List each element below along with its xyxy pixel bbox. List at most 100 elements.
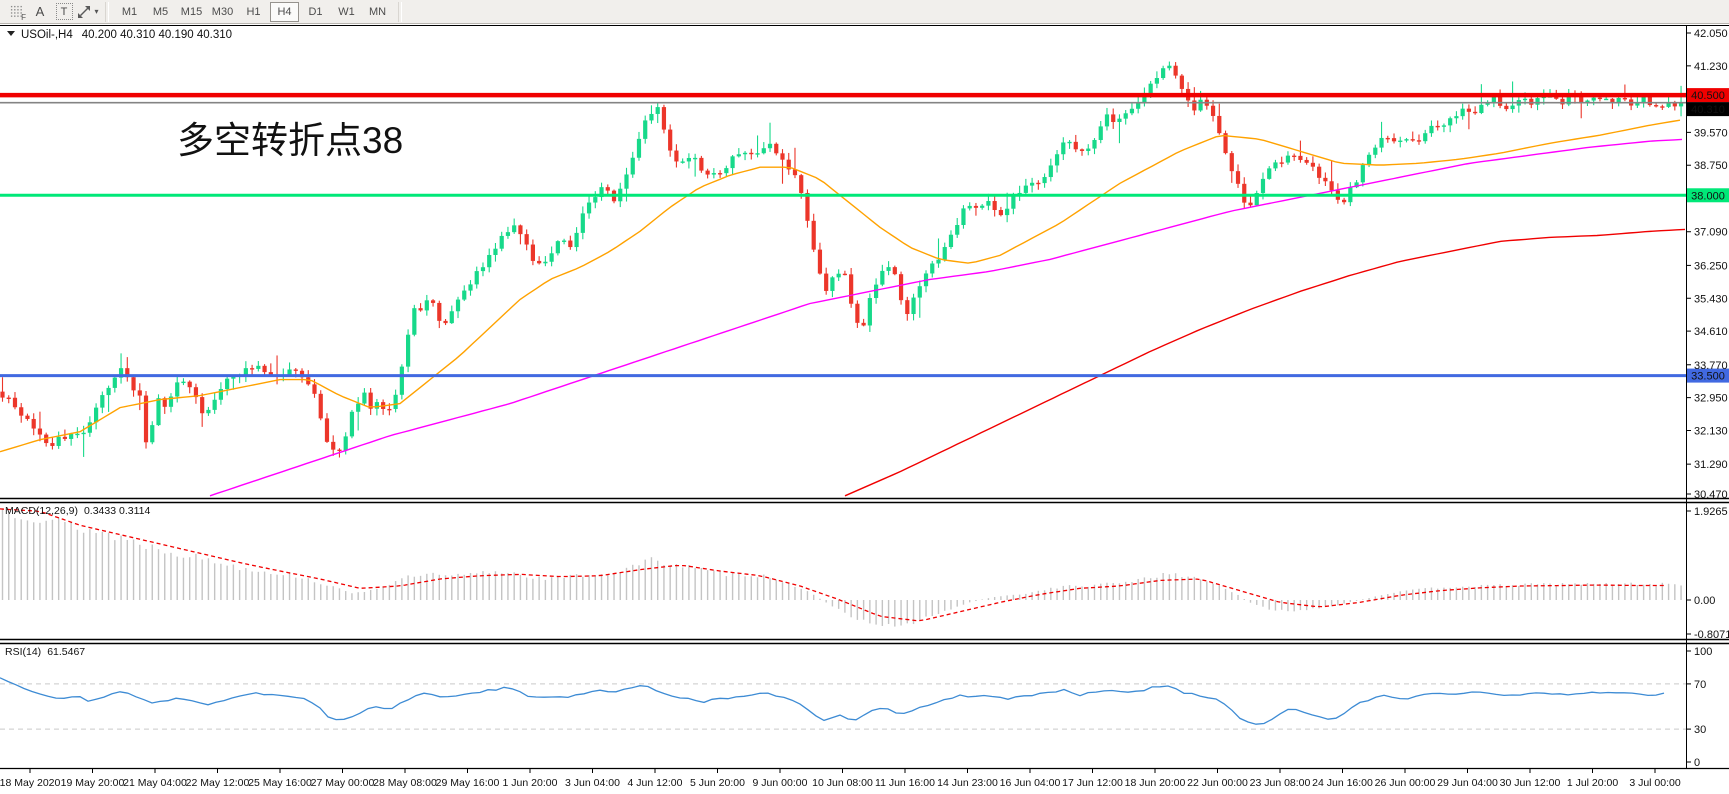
price-tags: 40.500 40.310 38.000 33.500 xyxy=(1687,88,1729,383)
font-tool-icon[interactable]: F xyxy=(5,2,27,22)
annotation-text[interactable]: 多空转折点38 xyxy=(177,120,403,161)
rsi-tick-label: 30 xyxy=(1694,724,1706,736)
time-tick-label: 18 Jun 20:00 xyxy=(1125,777,1186,789)
timeframe-D1[interactable]: D1 xyxy=(308,5,323,18)
horizontal-lines[interactable] xyxy=(0,92,1686,378)
price-tick-label: 34.610 xyxy=(1694,326,1728,338)
price-tick-label: 37.090 xyxy=(1694,227,1728,239)
price-tick-label: 31.290 xyxy=(1694,459,1728,471)
price-tick-label: 35.430 xyxy=(1694,293,1728,305)
time-tick-label: 26 Jun 00:00 xyxy=(1375,777,1436,789)
rsi-name: RSI(14) xyxy=(5,646,41,658)
ma-fast-orange xyxy=(0,119,1681,453)
time-tick-label: 22 May 12:00 xyxy=(186,777,250,789)
font-tool-label: F xyxy=(21,12,26,22)
rsi-value: 61.5467 xyxy=(47,646,85,658)
price-tick-label: 30.470 xyxy=(1694,489,1728,501)
timeframe-M1[interactable]: M1 xyxy=(121,5,138,18)
time-tick-label: 17 Jun 12:00 xyxy=(1062,777,1123,789)
macd-tick-label: 0.00 xyxy=(1694,595,1715,607)
chart-header: USOil-,H4 40.200 40.310 40.190 40.310 xyxy=(21,29,232,41)
rsi-indicator-label: RSI(14) 61.5467 xyxy=(5,646,85,658)
time-tick-label: 16 Jun 04:00 xyxy=(1000,777,1061,789)
macd-axis: 1.9265 0.00 -0.8071 xyxy=(1686,506,1729,641)
time-tick-label: 9 Jun 00:00 xyxy=(753,777,808,789)
panel-borders xyxy=(0,25,1729,770)
price-tag: 40.310 xyxy=(1691,104,1725,116)
rsi-line xyxy=(0,677,1665,725)
timeframe-button-group: M1 M5 M15 M30 H1 H4 D1 W1 MN xyxy=(114,1,393,22)
text-annotation-tool[interactable]: A xyxy=(29,2,51,22)
time-tick-label: 5 Jun 20:00 xyxy=(690,777,745,789)
symbol-dropdown-icon[interactable] xyxy=(7,31,15,36)
price-tick-label: 39.570 xyxy=(1694,127,1728,139)
ohlc-values: 40.200 40.310 40.190 40.310 xyxy=(82,29,232,41)
time-tick-label: 18 May 2020 xyxy=(0,777,61,789)
price-tick-label: 32.130 xyxy=(1694,425,1728,437)
arrows-tool[interactable]: ▾ xyxy=(77,2,99,22)
time-tick-label: 23 Jun 08:00 xyxy=(1250,777,1311,789)
time-tick-label: 19 May 20:00 xyxy=(61,777,125,789)
timeframe-W1[interactable]: W1 xyxy=(338,5,355,18)
toolbar-separator xyxy=(398,1,402,22)
price-tick-label: 32.950 xyxy=(1694,393,1728,405)
price-tag: 33.500 xyxy=(1691,371,1725,383)
time-tick-label: 25 May 16:00 xyxy=(248,777,312,789)
rsi-tick-label: 70 xyxy=(1694,679,1706,691)
letter-a-icon: A xyxy=(35,4,45,19)
time-tick-label: 4 Jun 12:00 xyxy=(628,777,683,789)
time-tick-label: 11 Jun 16:00 xyxy=(875,777,935,789)
timeframe-H1[interactable]: H1 xyxy=(246,5,261,18)
toolbar-separator xyxy=(105,1,109,22)
timeframe-M5[interactable]: M5 xyxy=(152,5,169,18)
arrows-icon xyxy=(78,5,91,18)
macd-name: MACD(12,26,9) xyxy=(5,505,78,517)
toolbar: F A T ▾ M1 M5 M15 M30 H1 H4 D1 W1 MN xyxy=(0,0,1729,24)
macd-histogram xyxy=(1,508,1682,627)
macd-values: 0.3433 0.3114 xyxy=(84,505,151,517)
time-tick-label: 3 Jun 04:00 xyxy=(565,777,620,789)
time-tick-label: 21 May 04:00 xyxy=(123,777,187,789)
ma-mid-magenta xyxy=(209,138,1683,497)
chevron-down-icon: ▾ xyxy=(94,7,99,16)
candlesticks xyxy=(0,61,1684,458)
price-tick-label: 38.750 xyxy=(1694,160,1728,172)
timeframe-M30[interactable]: M30 xyxy=(211,5,234,18)
time-tick-label: 1 Jul 20:00 xyxy=(1567,777,1619,789)
price-axis: 42.050 41.230 39.570 38.750 37.090 36.250 35.4… xyxy=(1686,28,1728,501)
rsi-axis: 100 70 30 0 xyxy=(1686,646,1712,769)
timeframe-MN[interactable]: MN xyxy=(368,5,387,18)
price-tag: 40.500 xyxy=(1691,90,1725,102)
symbol-label: USOil-,H4 xyxy=(21,29,73,41)
price-tick-label: 41.230 xyxy=(1694,61,1728,73)
chart-area[interactable]: 40.500 40.310 38.000 33.500 42.050 41.230 39.5… xyxy=(0,24,1729,794)
time-tick-label: 29 Jun 04:00 xyxy=(1437,777,1498,789)
price-tick-label: 42.050 xyxy=(1694,28,1728,40)
macd-tick-label: -0.8071 xyxy=(1694,629,1729,641)
moving-averages xyxy=(0,119,1686,497)
time-tick-label: 29 May 16:00 xyxy=(436,777,500,789)
macd-signal-line xyxy=(0,508,1665,622)
time-tick-label: 30 Jun 12:00 xyxy=(1500,777,1561,789)
time-tick-label: 10 Jun 08:00 xyxy=(812,777,873,789)
price-tag: 38.000 xyxy=(1691,190,1725,202)
time-tick-label: 3 Jul 00:00 xyxy=(1629,777,1681,789)
time-tick-label: 28 May 08:00 xyxy=(373,777,437,789)
text-label-tool[interactable]: T xyxy=(53,2,75,22)
time-tick-label: 24 Jun 16:00 xyxy=(1312,777,1373,789)
price-tick-label: 36.250 xyxy=(1694,260,1728,272)
time-tick-label: 1 Jun 20:00 xyxy=(503,777,558,789)
rsi-level-lines xyxy=(0,683,1686,730)
macd-indicator-label: MACD(12,26,9) 0.3433 0.3114 xyxy=(5,505,150,517)
rsi-tick-label: 0 xyxy=(1694,757,1700,769)
time-tick-label: 27 May 00:00 xyxy=(311,777,375,789)
timeframe-M15[interactable]: M15 xyxy=(180,5,203,18)
timeframe-H4[interactable]: H4 xyxy=(270,1,299,22)
time-tick-label: 14 Jun 23:00 xyxy=(937,777,998,789)
time-tick-label: 22 Jun 00:00 xyxy=(1187,777,1248,789)
price-tick-label: 33.770 xyxy=(1694,360,1728,372)
ma-slow-red xyxy=(844,228,1686,497)
dotted-grid-icon xyxy=(9,5,23,18)
